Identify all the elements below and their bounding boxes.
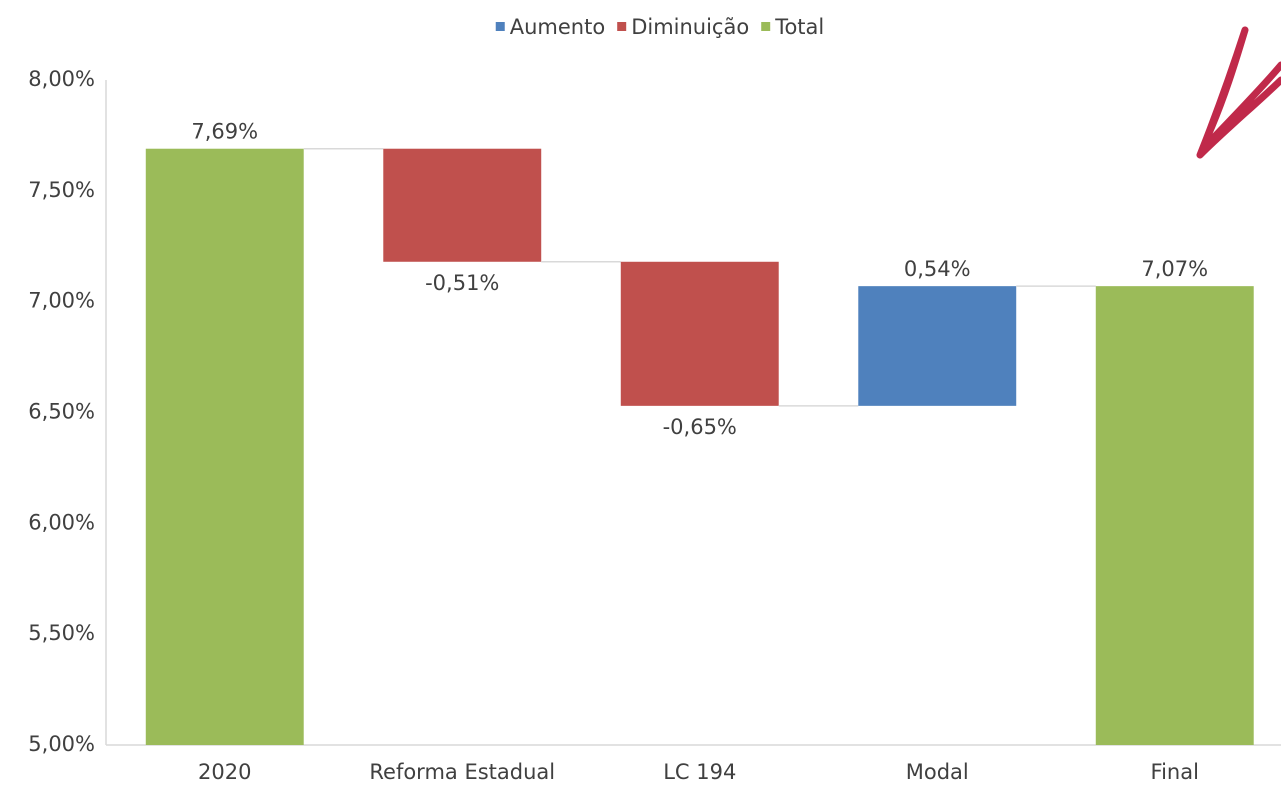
bar: [620, 261, 779, 406]
legend-swatch: [761, 22, 771, 31]
x-tick-label: Reforma Estadual: [369, 760, 555, 784]
x-tick-label: Modal: [906, 760, 969, 784]
bar: [1095, 286, 1254, 745]
y-tick-label: 7,00%: [28, 289, 95, 313]
y-tick-label: 7,50%: [28, 178, 95, 202]
data-label: 7,69%: [191, 120, 258, 144]
y-tick-label: 8,00%: [28, 67, 95, 91]
legend-label: Total: [774, 15, 824, 39]
legend-swatch: [495, 22, 505, 31]
x-tick-label: 2020: [198, 760, 251, 784]
x-tick-label: Final: [1151, 760, 1199, 784]
legend-label: Diminuição: [631, 15, 749, 39]
legend-swatch: [617, 22, 627, 31]
legend-label: Aumento: [510, 15, 605, 39]
data-label: 7,07%: [1141, 257, 1208, 281]
decor-arrow: [1196, 26, 1281, 159]
bar: [383, 148, 542, 262]
y-tick-label: 5,00%: [28, 732, 95, 756]
data-label: -0,51%: [425, 271, 499, 295]
bar: [145, 148, 304, 745]
y-tick-label: 6,50%: [28, 400, 95, 424]
x-tick-label: LC 194: [663, 760, 736, 784]
y-tick-label: 5,50%: [28, 621, 95, 645]
data-label: -0,65%: [663, 415, 737, 439]
data-label: 0,54%: [904, 257, 971, 281]
bar: [858, 286, 1017, 406]
y-tick-label: 6,00%: [28, 510, 95, 534]
